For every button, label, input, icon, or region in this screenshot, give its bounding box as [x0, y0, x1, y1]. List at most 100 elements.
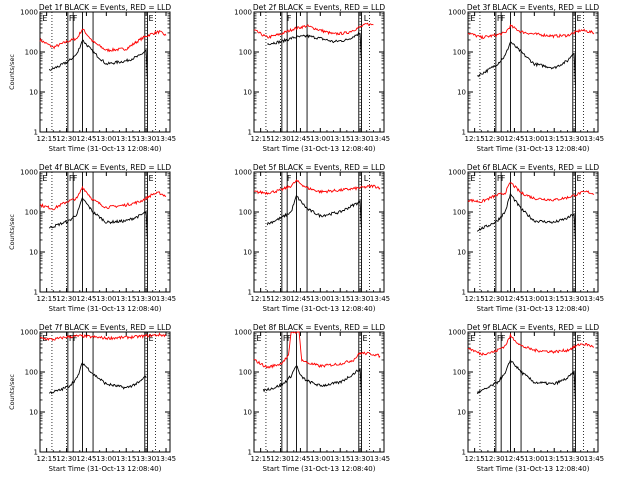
x-tick-label: 13:00 — [524, 135, 544, 143]
chart-title: Det 6f BLACK = Events, RED = LLD — [467, 163, 600, 172]
events-series-line — [266, 194, 362, 228]
x-tick-label: 12:45 — [504, 295, 524, 303]
y-tick-label: 1000 — [20, 9, 38, 17]
x-tick-label: 13:30 — [350, 135, 370, 143]
event-marker-label: F — [497, 334, 502, 343]
x-tick-label: 13:15 — [330, 135, 350, 143]
chart-panel-6: Det 6f BLACK = Events, RED = LLD Start Ti… — [448, 163, 604, 313]
x-tick-label: 12:15 — [37, 455, 57, 463]
chart-panel-9: Det 9f BLACK = Events, RED = LLD Start Ti… — [448, 323, 604, 473]
x-tick-label: 13:15 — [544, 455, 564, 463]
lld-series-line — [39, 185, 167, 211]
chart-title: Det 5f BLACK = Events, RED = LLD — [253, 163, 386, 172]
y-tick-label: 100 — [25, 209, 38, 217]
x-tick-label: 13:00 — [96, 135, 116, 143]
x-tick-label: 13:00 — [310, 135, 330, 143]
x-tick-label: 13:00 — [310, 295, 330, 303]
x-tick-label: 13:45 — [584, 455, 604, 463]
plot-frame — [467, 331, 599, 453]
y-tick-label: 10 — [243, 249, 252, 257]
event-marker-label: E — [148, 174, 153, 183]
y-tick-label: 1000 — [234, 169, 252, 177]
y-tick-label: 1 — [34, 129, 38, 137]
x-axis-label: Start Time (31-Oct-13 12:08:40) — [49, 465, 162, 473]
y-tick-label: 1 — [462, 449, 466, 457]
chart-panel-8: Det 8f BLACK = Events, RED = LLD Start Ti… — [234, 323, 390, 473]
event-marker-label: F — [497, 14, 502, 23]
x-tick-label: 12:15 — [251, 135, 271, 143]
lld-series-line — [467, 182, 595, 204]
events-series-line — [262, 365, 362, 397]
x-tick-label: 12:45 — [76, 135, 96, 143]
event-marker-label: E — [576, 334, 581, 343]
plot-frame — [467, 171, 599, 293]
y-tick-label: 10 — [243, 409, 252, 417]
x-tick-label: 13:15 — [116, 135, 136, 143]
y-tick-label: 100 — [239, 209, 252, 217]
y-tick-label: 1000 — [448, 169, 466, 177]
y-tick-label: 1000 — [20, 329, 38, 337]
x-tick-label: 12:15 — [465, 135, 485, 143]
event-marker-label: F — [69, 174, 74, 183]
x-tick-label: 13:45 — [370, 455, 390, 463]
x-axis-label: Start Time (31-Oct-13 12:08:40) — [477, 465, 590, 473]
x-tick-label: 12:15 — [251, 295, 271, 303]
plot-frame — [467, 11, 599, 133]
chart-panel-3: Det 3f BLACK = Events, RED = LLD Start Ti… — [448, 3, 604, 153]
events-series-line — [48, 361, 147, 395]
x-tick-label: 12:45 — [504, 135, 524, 143]
y-tick-label: 10 — [457, 409, 466, 417]
x-tick-label: 12:30 — [56, 135, 76, 143]
y-tick-label: 100 — [453, 49, 466, 57]
x-tick-label: 12:45 — [290, 455, 310, 463]
lld-series-line — [254, 179, 381, 196]
x-axis-label: Start Time (31-Oct-13 12:08:40) — [477, 145, 590, 153]
x-tick-label: 13:45 — [584, 295, 604, 303]
y-tick-label: 10 — [29, 409, 38, 417]
lld-series-line — [39, 28, 167, 53]
event-marker-label: L — [364, 14, 369, 23]
event-marker-label: F — [501, 334, 506, 343]
events-series-line — [48, 196, 148, 241]
chart-title: Det 2f BLACK = Events, RED = LLD — [253, 3, 386, 12]
x-tick-label: 13:00 — [96, 455, 116, 463]
x-tick-label: 13:30 — [136, 455, 156, 463]
plot-frame — [253, 331, 385, 453]
y-tick-label: 100 — [453, 369, 466, 377]
y-tick-label: 100 — [453, 209, 466, 217]
event-marker-label: E — [148, 334, 153, 343]
x-axis-label: Start Time (31-Oct-13 12:08:40) — [263, 305, 376, 313]
event-marker-label: E — [256, 334, 261, 343]
y-axis-label: Counts/sec — [8, 54, 16, 90]
x-tick-label: 12:45 — [290, 295, 310, 303]
x-tick-label: 13:45 — [156, 455, 176, 463]
y-axis-label: Counts/sec — [8, 214, 16, 250]
y-tick-label: 100 — [25, 369, 38, 377]
event-marker-label: F — [287, 334, 292, 343]
event-marker-label: E — [42, 14, 47, 23]
event-marker-label: F — [73, 14, 78, 23]
x-tick-label: 13:00 — [524, 455, 544, 463]
y-tick-label: 1000 — [448, 329, 466, 337]
chart-title: Det 7f BLACK = Events, RED = LLD — [39, 323, 172, 332]
x-tick-label: 13:30 — [564, 295, 584, 303]
x-tick-label: 12:15 — [465, 295, 485, 303]
y-tick-label: 1 — [248, 449, 252, 457]
x-tick-label: 12:30 — [484, 455, 504, 463]
x-tick-label: 13:45 — [370, 295, 390, 303]
events-series-line — [476, 192, 576, 241]
x-tick-label: 13:30 — [564, 455, 584, 463]
y-tick-label: 1000 — [234, 9, 252, 17]
x-tick-label: 13:15 — [544, 295, 564, 303]
y-tick-label: 1000 — [448, 9, 466, 17]
event-marker-label: F — [69, 334, 74, 343]
x-tick-label: 13:00 — [310, 455, 330, 463]
x-tick-label: 13:15 — [330, 455, 350, 463]
event-marker-label: F — [69, 14, 74, 23]
chart-panel-2: Det 2f BLACK = Events, RED = LLD Start Ti… — [234, 3, 390, 153]
event-marker-label: F — [73, 334, 78, 343]
event-marker-label: F — [283, 334, 288, 343]
x-tick-label: 13:15 — [544, 135, 564, 143]
lld-series-line — [253, 22, 374, 40]
x-tick-label: 12:45 — [504, 455, 524, 463]
